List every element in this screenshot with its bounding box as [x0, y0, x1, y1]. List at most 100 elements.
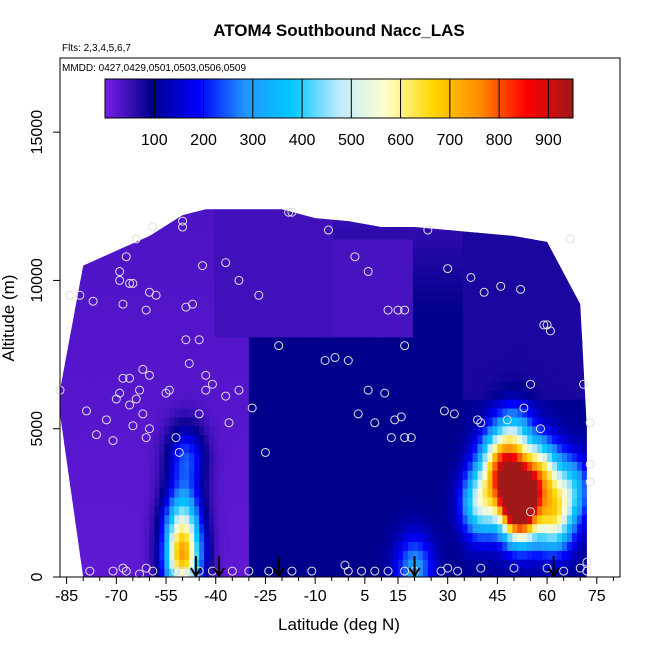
heatmap-cell [333, 443, 339, 454]
heatmap-cell [184, 390, 190, 400]
heatmap-cell [353, 345, 359, 356]
heatmap-cell [566, 212, 573, 222]
heatmap-cell [527, 194, 533, 203]
heatmap-cell [557, 212, 563, 222]
heatmap-cell [224, 363, 230, 373]
heatmap-cell [397, 559, 404, 569]
heatmap-cell [258, 363, 265, 373]
heatmap-cell [383, 363, 389, 373]
heatmap-cell [244, 194, 250, 203]
heatmap-cell [164, 399, 170, 409]
heatmap-cell [497, 399, 503, 409]
heatmap-cell [447, 559, 454, 569]
heatmap-cell [179, 425, 185, 436]
heatmap-cell [179, 256, 185, 267]
heatmap-cell [288, 212, 295, 222]
heatmap-cell [363, 372, 369, 382]
heatmap-cell [99, 238, 106, 249]
heatmap-cell [343, 532, 349, 543]
heatmap-cell [492, 327, 498, 338]
heatmap-cell [184, 363, 190, 373]
heatmap-cell [358, 390, 364, 400]
heatmap-cell [189, 443, 195, 454]
heatmap-cell [417, 523, 424, 534]
heatmap-cell [89, 559, 96, 569]
heatmap-cell [368, 310, 374, 320]
heatmap-cell [228, 336, 235, 347]
heatmap-cell [527, 559, 533, 569]
heatmap-cell [383, 318, 389, 329]
heatmap-cell [467, 425, 474, 436]
heatmap-cell [502, 209, 508, 213]
heatmap-cell [607, 266, 613, 275]
sample-point [115, 267, 125, 277]
heatmap-cell [273, 372, 280, 382]
heatmap-cell [602, 239, 608, 248]
heatmap-cell [412, 559, 419, 569]
heatmap-cell [457, 434, 464, 445]
heatmap-cell [497, 407, 503, 418]
heatmap-cell [184, 559, 190, 569]
heatmap-cell [253, 443, 260, 454]
heatmap-cell [308, 568, 315, 577]
heatmap-cell [343, 461, 349, 471]
heatmap-cell [278, 221, 285, 231]
heatmap-cell [397, 425, 404, 436]
heatmap-cell [393, 354, 399, 365]
heatmap-cell [318, 221, 325, 231]
heatmap-cell [437, 336, 444, 347]
heatmap-cell [94, 283, 101, 293]
heatmap-cell [363, 550, 369, 560]
heatmap-cell [298, 434, 305, 445]
heatmap-cell [233, 461, 240, 471]
heatmap-cell [243, 461, 250, 471]
heatmap-cell [607, 390, 613, 399]
heatmap-cell [209, 505, 215, 516]
heatmap-cell [447, 452, 454, 462]
heatmap-cell [617, 488, 623, 497]
heatmap-cell [393, 292, 399, 302]
heatmap-cell [100, 194, 106, 203]
heatmap-cell [432, 505, 439, 516]
heatmap-cell [547, 212, 553, 222]
heatmap-cell [114, 496, 121, 507]
heatmap-cell [308, 230, 315, 240]
heatmap-cell [617, 337, 623, 346]
heatmap-cell [562, 318, 568, 329]
heatmap-cell [442, 532, 449, 543]
heatmap-cell [477, 372, 484, 382]
heatmap-cell [273, 209, 280, 213]
heatmap-cell [139, 265, 146, 276]
heatmap-cell [388, 399, 394, 409]
heatmap-cell [263, 425, 270, 436]
heatmap-cell [517, 327, 523, 338]
heatmap-cell [268, 496, 275, 507]
heatmap-cell [114, 505, 121, 516]
heatmap-cell [597, 372, 603, 381]
heatmap-cell [298, 568, 305, 577]
heatmap-cell [393, 327, 399, 338]
heatmap-cell [368, 283, 374, 293]
heatmap-cell [587, 248, 593, 257]
heatmap-cell [412, 209, 419, 213]
heatmap-cell [472, 399, 479, 409]
heatmap-cell [144, 292, 151, 302]
heatmap-cell [422, 470, 429, 480]
heatmap-cell [472, 265, 479, 276]
heatmap-cell [532, 488, 538, 498]
heatmap-cell [383, 327, 389, 338]
heatmap-cell [104, 283, 111, 293]
heatmap-cell [298, 514, 305, 525]
heatmap-cell [597, 533, 603, 542]
heatmap-cell [427, 559, 434, 569]
heatmap-cell [60, 443, 66, 454]
heatmap-cell [233, 452, 240, 462]
heatmap-cell [383, 523, 389, 534]
heatmap-cell [214, 523, 220, 534]
heatmap-cell [552, 496, 558, 507]
heatmap-cell [318, 256, 325, 267]
heatmap-cell [273, 452, 280, 462]
heatmap-cell [617, 408, 623, 417]
heatmap-cell [477, 265, 484, 276]
heatmap-cell [129, 559, 136, 569]
